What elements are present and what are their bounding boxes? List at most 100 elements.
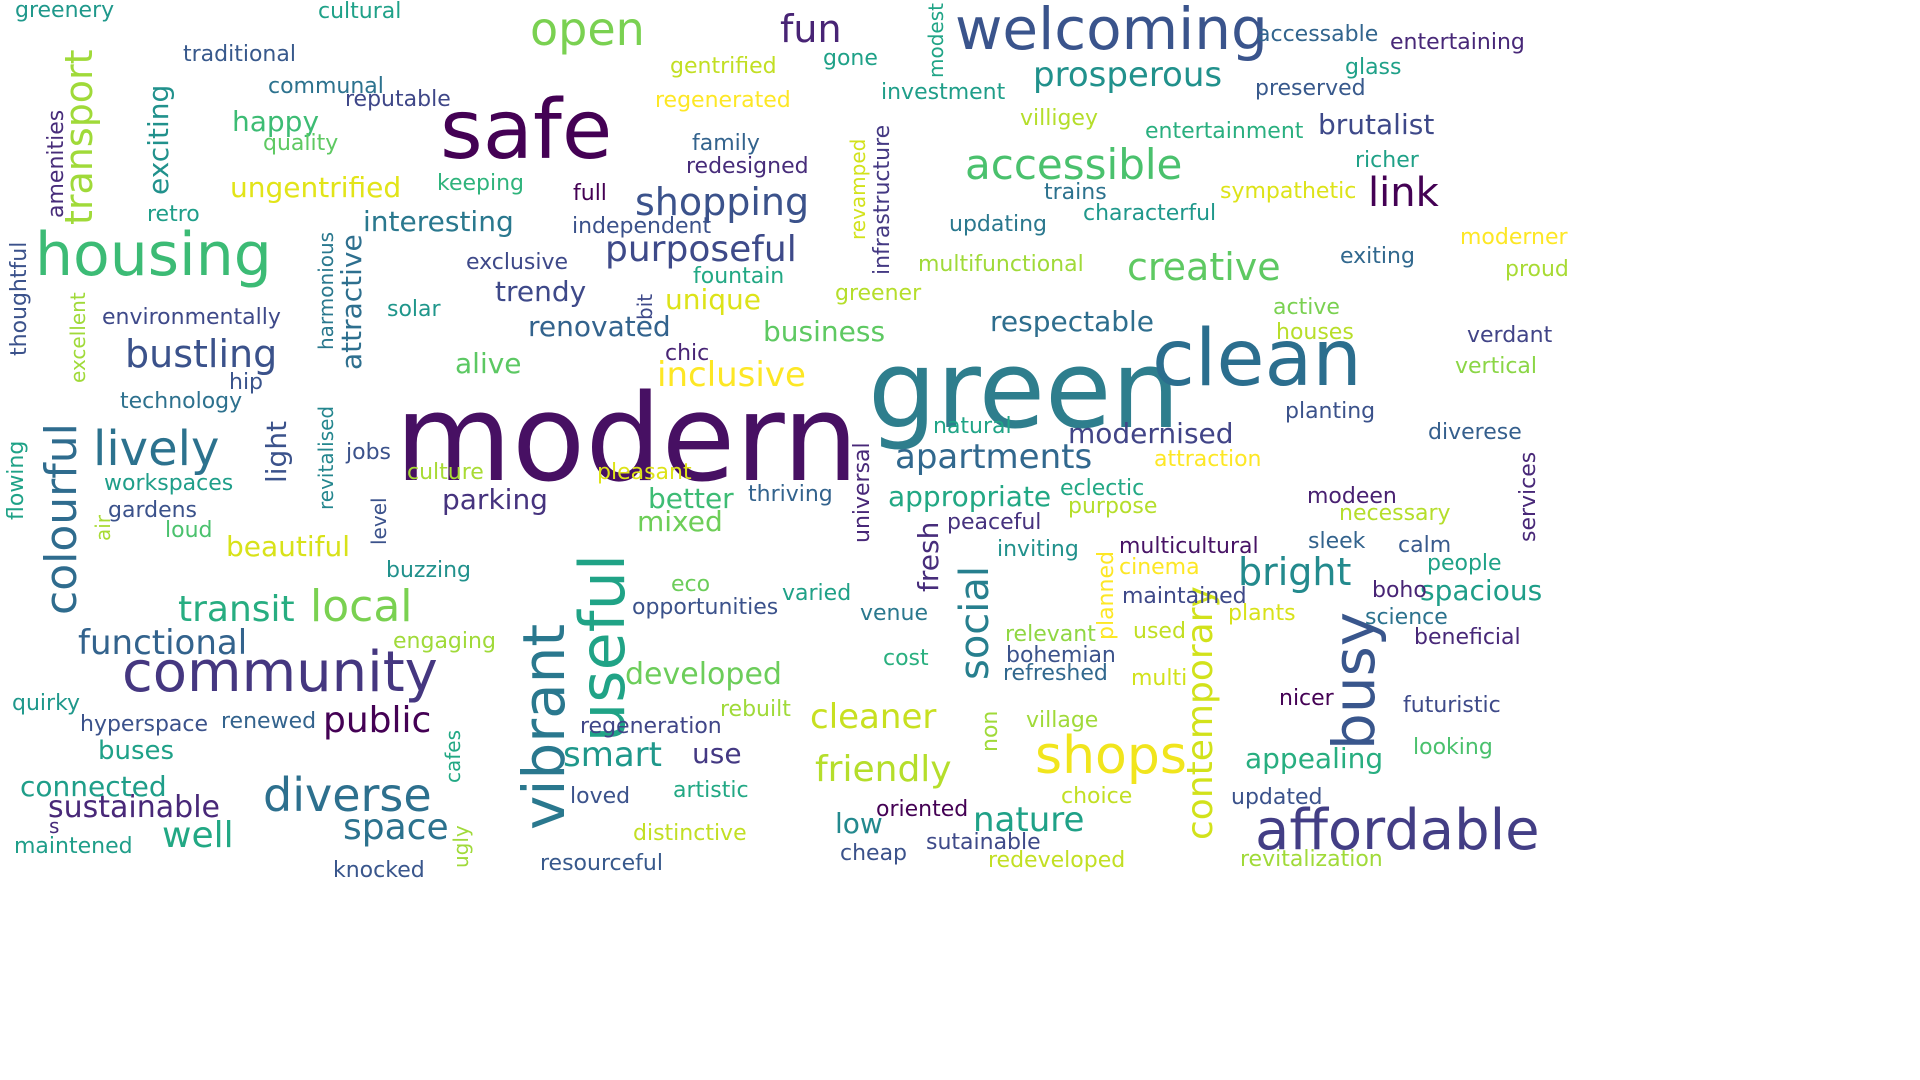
- word-redesigned: redesigned: [686, 154, 809, 179]
- word-maintened: maintened: [14, 834, 133, 859]
- word-vibrant: vibrant: [510, 623, 578, 830]
- word-local: local: [310, 581, 413, 632]
- word-welcoming: welcoming: [955, 0, 1268, 63]
- word-accessable: accessable: [1257, 22, 1379, 47]
- word-houses: houses: [1276, 320, 1354, 345]
- word-used: used: [1133, 619, 1186, 644]
- word-resourceful: resourceful: [540, 851, 663, 876]
- word-transit: transit: [178, 589, 295, 630]
- word-villigey: villigey: [1020, 106, 1098, 131]
- word-sustainable: sustainable: [48, 790, 220, 825]
- word-unique: unique: [665, 283, 762, 316]
- word-sleek: sleek: [1308, 529, 1366, 554]
- word-functional: functional: [78, 623, 248, 663]
- word-exiting: exiting: [1340, 244, 1415, 269]
- word-air: air: [91, 514, 115, 541]
- word-buses: buses: [98, 736, 175, 766]
- word-nicer: nicer: [1279, 686, 1334, 711]
- word-buzzing: buzzing: [386, 558, 472, 583]
- word-hip: hip: [229, 370, 264, 395]
- word-public: public: [323, 700, 432, 741]
- word-beautiful: beautiful: [226, 530, 351, 563]
- word-knocked: knocked: [333, 858, 425, 883]
- word-engaging: engaging: [393, 629, 496, 654]
- word-creative: creative: [1127, 245, 1281, 289]
- word-characterful: characterful: [1083, 201, 1217, 226]
- word-infrastructure: infrastructure: [870, 124, 895, 275]
- word-flowing: flowing: [4, 440, 29, 520]
- word-excellent: excellent: [66, 292, 90, 383]
- word-active: active: [1273, 295, 1340, 320]
- word-attractive: attractive: [335, 234, 368, 370]
- word-eco: eco: [671, 572, 711, 597]
- word-loved: loved: [570, 784, 631, 809]
- word-choice: choice: [1061, 784, 1133, 809]
- word-apartments: apartments: [895, 437, 1093, 477]
- word-peaceful: peaceful: [947, 510, 1042, 535]
- word-s: s: [49, 814, 60, 838]
- word-revitalised: revitalised: [314, 405, 338, 510]
- word-investment: investment: [881, 80, 1006, 105]
- word-ugly: ugly: [449, 825, 473, 868]
- word-natural: natural: [933, 414, 1012, 439]
- word-communal: communal: [268, 74, 384, 99]
- word-contemporary: contemporary: [1180, 586, 1221, 840]
- word-quality: quality: [263, 131, 339, 156]
- word-nature: nature: [973, 800, 1085, 840]
- word-lively: lively: [93, 421, 220, 477]
- word-regenerated: regenerated: [655, 88, 791, 113]
- word-alive: alive: [455, 347, 522, 380]
- word-glass: glass: [1345, 55, 1402, 80]
- word-refreshed: refreshed: [1003, 661, 1108, 686]
- word-gentrified: gentrified: [670, 54, 777, 79]
- word-independent: independent: [572, 214, 712, 239]
- word-venue: venue: [860, 601, 928, 626]
- word-revitalization: revitalization: [1240, 847, 1383, 872]
- word-exciting: exciting: [142, 84, 175, 195]
- word-multifunctional: multifunctional: [918, 252, 1084, 277]
- word-level: level: [367, 497, 391, 545]
- word-chic: chic: [665, 341, 710, 366]
- word-calm: calm: [1398, 533, 1452, 558]
- word-shopping: shopping: [635, 180, 810, 224]
- word-multicultural: multicultural: [1119, 534, 1259, 559]
- word-varied: varied: [782, 581, 852, 606]
- word-non: non: [978, 710, 1003, 752]
- word-rebuilt: rebuilt: [720, 697, 791, 722]
- word-ungentrified: ungentrified: [230, 171, 402, 204]
- word-workspaces: workspaces: [104, 471, 234, 496]
- word-bohemian: bohemian: [1006, 643, 1116, 668]
- word-cost: cost: [883, 646, 929, 671]
- word-revamped: revamped: [846, 138, 870, 240]
- word-fresh: fresh: [912, 521, 945, 592]
- word-looking: looking: [1413, 735, 1493, 760]
- word-quirky: quirky: [12, 691, 81, 716]
- word-entertainment: entertainment: [1145, 119, 1304, 144]
- word-connected: connected: [20, 770, 167, 803]
- word-services: services: [1516, 451, 1541, 542]
- word-inviting: inviting: [997, 537, 1079, 562]
- word-attraction: attraction: [1154, 447, 1262, 472]
- word-distinctive: distinctive: [633, 821, 747, 846]
- word-safe: safe: [440, 83, 613, 178]
- word-housing: housing: [35, 220, 272, 290]
- word-affordable: affordable: [1255, 798, 1540, 863]
- word-accessible: accessible: [965, 140, 1183, 189]
- word-loud: loud: [165, 518, 213, 543]
- word-updating: updating: [949, 212, 1048, 237]
- word-preserved: preserved: [1255, 76, 1366, 101]
- word-green: green: [868, 328, 1180, 453]
- word-pleasant: pleasant: [597, 460, 692, 485]
- word-space: space: [343, 807, 449, 848]
- word-multi: multi: [1131, 666, 1188, 691]
- word-diverese: diverese: [1428, 420, 1522, 445]
- word-moderner: moderner: [1460, 225, 1568, 250]
- word-modest: modest: [924, 3, 948, 78]
- word-planned: planned: [1094, 551, 1119, 640]
- word-trendy: trendy: [495, 275, 587, 308]
- word-open: open: [530, 2, 645, 56]
- word-shops: shops: [1035, 726, 1187, 786]
- word-regeneration: regeneration: [580, 714, 722, 739]
- word-mixed: mixed: [637, 505, 723, 538]
- word-thoughtful: thoughtful: [7, 241, 32, 356]
